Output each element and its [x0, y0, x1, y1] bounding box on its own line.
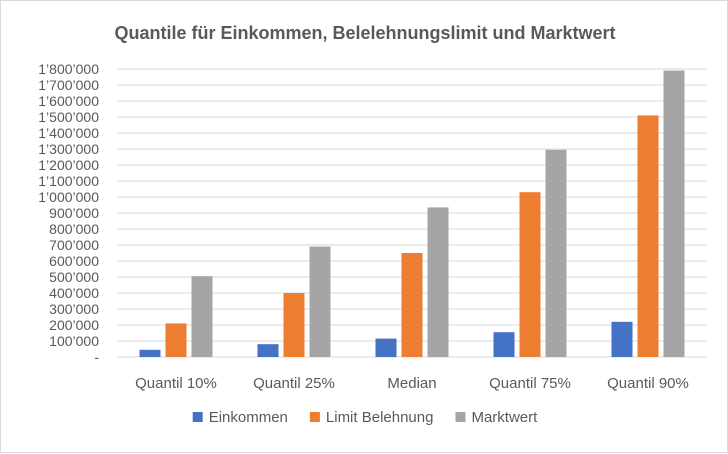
y-tick-label: 1’300’000: [38, 141, 99, 157]
y-tick-label: 1’800’000: [38, 61, 99, 77]
bar-einkommen: [493, 332, 515, 357]
x-category-label: Quantil 90%: [607, 375, 689, 392]
y-tick-label: 1’400’000: [38, 125, 99, 141]
legend-label: Marktwert: [471, 409, 538, 426]
bar-marktwert: [545, 149, 567, 357]
x-category-label: Quantil 10%: [135, 375, 217, 392]
bar-limit-belehnung: [637, 115, 659, 358]
legend: Einkommen Limit Belehnung Marktwert: [192, 409, 538, 426]
bar-einkommen: [139, 349, 161, 357]
y-tick-label: 400’000: [49, 285, 99, 301]
bar-marktwert: [309, 246, 331, 357]
y-axis-ticks: -100’000200’000300’000400’000500’000600’…: [38, 61, 99, 365]
y-tick-label: 900’000: [49, 205, 99, 221]
x-category-label: Quantil 75%: [489, 375, 571, 392]
legend-label: Einkommen: [209, 409, 288, 426]
y-tick-label: 1’700’000: [38, 77, 99, 93]
y-tick-label: 1’200’000: [38, 157, 99, 173]
bar-limit-belehnung: [283, 293, 305, 357]
x-axis-categories: Quantil 10% Quantil 25% Median Quantil 75% Q…: [135, 375, 689, 392]
bar-limit-belehnung: [401, 253, 423, 357]
y-tick-label: 1’500’000: [38, 109, 99, 125]
bar-einkommen: [375, 338, 397, 357]
y-tick-label: 1’000’000: [38, 189, 99, 205]
y-tick-label: 600’000: [49, 253, 99, 269]
y-tick-label: 1’600’000: [38, 93, 99, 109]
bar-limit-belehnung: [165, 323, 187, 357]
y-tick-label: 1’100’000: [38, 173, 99, 189]
bar-marktwert: [427, 207, 449, 357]
legend-swatch: [455, 412, 466, 422]
legend-label: Limit Belehnung: [326, 409, 434, 426]
y-tick-label: 800’000: [49, 221, 99, 237]
bar-einkommen: [257, 344, 279, 357]
y-tick-label: 300’000: [49, 301, 99, 317]
bar-marktwert: [663, 70, 685, 357]
bar-limit-belehnung: [519, 192, 541, 357]
bars: [139, 70, 685, 358]
legend-swatch: [192, 412, 203, 422]
y-tick-label: 700’000: [49, 237, 99, 253]
y-tick-label: 100’000: [49, 333, 99, 349]
chart-title: Quantile für Einkommen, Belelehnungslimi…: [114, 23, 615, 43]
bar-einkommen: [611, 321, 633, 357]
y-tick-label: -: [94, 349, 99, 365]
y-tick-label: 200’000: [49, 317, 99, 333]
x-category-label: Median: [387, 375, 436, 392]
grid-lines: [117, 68, 707, 358]
bar-marktwert: [191, 276, 213, 357]
legend-swatch: [309, 412, 320, 422]
y-tick-label: 500’000: [49, 269, 99, 285]
x-category-label: Quantil 25%: [253, 375, 335, 392]
